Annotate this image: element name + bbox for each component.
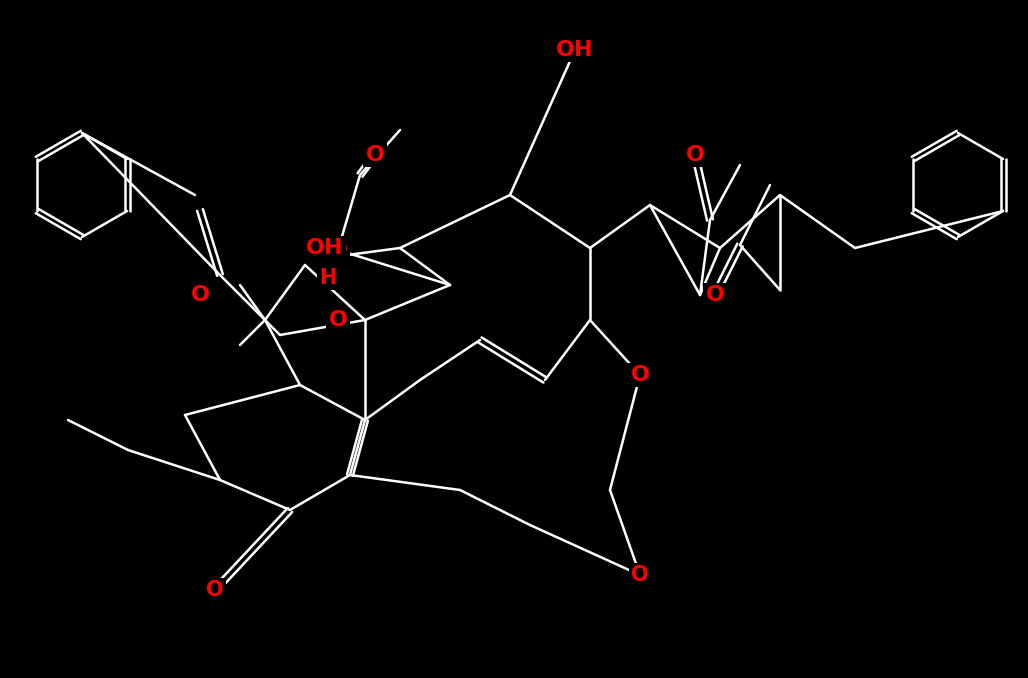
Text: O: O	[366, 145, 384, 165]
Text: O: O	[686, 145, 704, 165]
Text: OH: OH	[306, 238, 343, 258]
Text: O: O	[329, 240, 347, 260]
Text: O: O	[190, 285, 210, 305]
Text: OH: OH	[556, 40, 594, 60]
Text: O: O	[630, 365, 650, 385]
Text: O: O	[705, 285, 725, 305]
Text: H: H	[320, 268, 337, 288]
Text: O: O	[329, 310, 347, 330]
Text: O: O	[207, 580, 224, 600]
Text: O: O	[631, 565, 649, 585]
